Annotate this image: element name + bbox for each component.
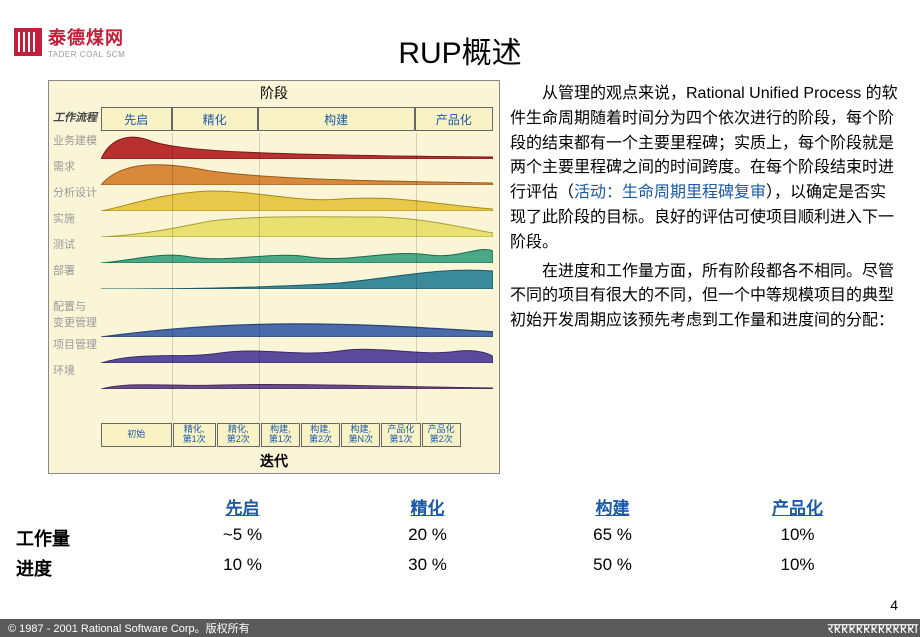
effort-table: 先启精化构建产品化 工作量~5 %20 %65 %10%进度10 %30 %50…: [10, 494, 890, 585]
wave-row: [101, 159, 493, 185]
table-header-cell[interactable]: 精化: [335, 494, 520, 519]
table-header-cell[interactable]: 构建: [520, 494, 705, 519]
workflow-label: 分析设计: [49, 179, 101, 205]
link-activity[interactable]: 活动：生命周期里程碑复审: [574, 184, 766, 201]
workflow-label: 需求: [49, 153, 101, 179]
workflow-labels: 工作流程 业务建模需求分析设计实施测试部署配置与 变更管理项目管理环境: [49, 107, 101, 437]
iteration-2: 精化, 第2次: [217, 423, 260, 447]
wave-row: [101, 185, 493, 211]
wave-row: [101, 363, 493, 389]
wave-row: [101, 337, 493, 363]
table-row-label: 工作量: [10, 525, 150, 551]
wave-row: [101, 211, 493, 237]
workflow-label: 实施: [49, 205, 101, 231]
table-header-cell[interactable]: 产品化: [705, 494, 890, 519]
workflow-label: 测试: [49, 231, 101, 257]
wave-row: [101, 263, 493, 289]
phase-1: 精化: [172, 107, 258, 131]
table-row-label: 进度: [10, 555, 150, 581]
table-cell: 10 %: [150, 555, 335, 581]
table-row: 进度10 %30 %50 %10%: [10, 555, 890, 581]
table-row: 工作量~5 %20 %65 %10%: [10, 525, 890, 551]
iteration-7: 产品化 第2次: [422, 423, 461, 447]
table-header: 先启精化构建产品化: [10, 494, 890, 519]
table-cell: 30 %: [335, 555, 520, 581]
chart-phases: 先启精化构建产品化: [101, 107, 493, 131]
chart-waves: [101, 133, 493, 421]
page-number: 4: [890, 597, 898, 613]
table-cell: 65 %: [520, 525, 705, 551]
chart-iterations: 初始精化, 第1次精化, 第2次构建, 第1次构建, 第2次构建, 第N次产品化…: [101, 423, 493, 447]
table-header-cell[interactable]: 先启: [150, 494, 335, 519]
table-cell: 20 %: [335, 525, 520, 551]
chart-footer: 迭代: [49, 451, 499, 471]
workflow-label: 业务建模: [49, 127, 101, 153]
workflow-label: 项目管理: [49, 331, 101, 357]
wave-row: [101, 133, 493, 159]
iteration-3: 构建, 第1次: [261, 423, 300, 447]
wave-row: [101, 303, 493, 337]
phase-0: 先启: [101, 107, 172, 131]
table-cell: 10%: [705, 555, 890, 581]
paragraph-2: 在进度和工作量方面，所有阶段都各不相同。尽管不同的项目有很大的不同，但一个中等规…: [510, 260, 898, 334]
iteration-6: 产品化 第1次: [381, 423, 420, 447]
body-text: 从管理的观点来说，Rational Unified Process 的软件生命周…: [510, 82, 898, 338]
workflow-label: 环境: [49, 357, 101, 383]
workflow-label: 部署: [49, 257, 101, 283]
phase-2: 构建: [258, 107, 415, 131]
table-cell: ~5 %: [150, 525, 335, 551]
chart-header: 阶段: [49, 79, 499, 103]
page-title: RUP概述: [0, 28, 920, 72]
rup-chart: 阶段 先启精化构建产品化 工作流程 业务建模需求分析设计实施测试部署配置与 变更…: [48, 80, 500, 474]
table-cell: 50 %: [520, 555, 705, 581]
footer-decoration: रारारारारारारारारारारारा: [640, 619, 920, 637]
iteration-0: 初始: [101, 423, 172, 447]
iteration-4: 构建, 第2次: [301, 423, 340, 447]
workflow-label: 配置与 变更管理: [49, 297, 101, 331]
iteration-1: 精化, 第1次: [173, 423, 216, 447]
iteration-5: 构建, 第N次: [341, 423, 380, 447]
phase-3: 产品化: [415, 107, 493, 131]
paragraph-1: 从管理的观点来说，Rational Unified Process 的软件生命周…: [510, 82, 898, 256]
wave-row: [101, 237, 493, 263]
workflow-title: 工作流程: [49, 107, 101, 127]
table-cell: 10%: [705, 525, 890, 551]
